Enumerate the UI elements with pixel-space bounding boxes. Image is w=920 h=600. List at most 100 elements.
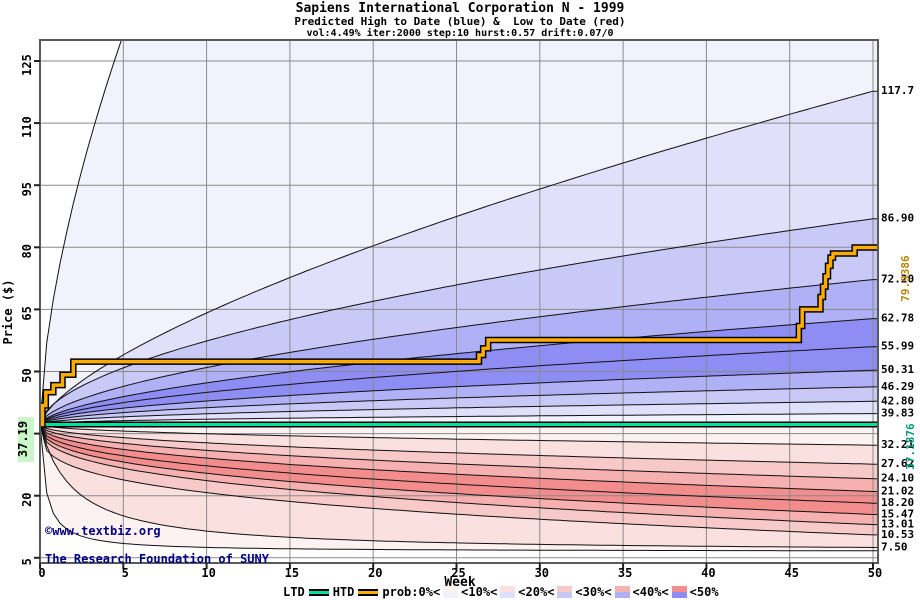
probability-band	[40, 318, 877, 425]
percentile-line	[40, 424, 877, 536]
swatch-high-color	[500, 592, 516, 598]
legend-prob-label: prob:0%<	[382, 585, 441, 599]
swatch-high-color	[557, 592, 573, 598]
legend: LTD HTD prob:0%< <10%< <20%< <30%< <40%< <50%	[281, 585, 721, 599]
y-axis-tick-label: 125	[20, 54, 34, 76]
swatch-low-color	[500, 586, 516, 592]
percentile-end-label: 32.21	[881, 438, 914, 451]
percentile-lines	[40, 40, 877, 552]
percentile-end-label: 46.29	[881, 380, 914, 393]
start-price-label-bg	[18, 417, 34, 462]
probability-band	[40, 40, 877, 425]
legend-prob-swatch	[557, 586, 573, 598]
percentile-line	[40, 90, 877, 425]
legend-htd-label: HTD	[332, 585, 355, 599]
percentile-end-label: 15.47	[881, 507, 914, 520]
x-axis-tick-label: 50	[868, 566, 882, 580]
x-axis-tick-label: 25	[451, 566, 465, 580]
percentile-end-label: 72.20	[881, 273, 914, 286]
y-axis-tick-label: 80	[20, 244, 34, 258]
percentile-line	[40, 424, 877, 492]
y-axis-tick-label: 5	[20, 558, 34, 565]
swatch-high-color	[671, 592, 687, 598]
start-price-label: 37.19	[16, 421, 30, 457]
legend-prob-label: <30%<	[575, 585, 612, 599]
legend-htd-sample	[358, 588, 379, 596]
x-axis-tick-label: 45	[784, 566, 798, 580]
percentile-line	[40, 424, 877, 446]
probability-band	[40, 401, 877, 425]
probability-band	[40, 386, 877, 425]
percentile-line	[40, 386, 877, 425]
swatch-low-color	[443, 586, 459, 592]
probability-band	[40, 424, 877, 492]
y-axis-tick-label: 65	[20, 306, 34, 320]
ltd-value-label: 37.1876	[904, 423, 917, 470]
percentile-line	[40, 279, 877, 425]
x-axis-tick-label: 10	[201, 566, 215, 580]
x-axis-tick-label: 15	[285, 566, 299, 580]
probability-band	[40, 424, 877, 465]
percentile-end-label: 10.53	[881, 528, 914, 541]
htd-line-core	[40, 245, 877, 427]
percentile-end-label: 42.80	[881, 394, 914, 407]
percentile-line	[40, 424, 877, 526]
probability-band	[40, 424, 877, 535]
probability-band	[40, 346, 877, 425]
copyright-org: The Research Foundation of SUNY	[45, 552, 269, 566]
percentile-end-label: 24.10	[881, 472, 914, 485]
swatch-high-color	[443, 592, 459, 598]
x-axis-tick-label: 40	[701, 566, 715, 580]
swatch-low-color	[614, 586, 630, 592]
y-axis-tick-label: 95	[20, 182, 34, 196]
chart-title: Sapiens International Corporation N - 19…	[295, 1, 625, 16]
x-axis-tick-label: 30	[535, 566, 549, 580]
probability-band	[40, 279, 877, 425]
legend-ltd-label: LTD	[283, 585, 305, 599]
percentile-end-label: 55.99	[881, 340, 914, 353]
percentile-line	[40, 218, 877, 425]
probability-band	[40, 424, 877, 515]
probability-band	[40, 424, 877, 446]
copyright-block: ©www.textbiz.org The Research Foundation…	[45, 524, 269, 566]
percentile-end-label: 50.31	[881, 363, 914, 376]
legend-ltd-sample	[308, 588, 329, 596]
percentile-end-label: 86.90	[881, 212, 914, 225]
percentile-line	[40, 424, 877, 552]
legend-prob-swatch	[500, 586, 516, 598]
percentile-end-label: 13.01	[881, 518, 914, 531]
y-axis-title: Price ($)	[1, 279, 15, 344]
percentile-line	[40, 424, 877, 465]
x-axis-tick-label: 5	[122, 566, 129, 580]
percentile-line	[40, 424, 877, 548]
percentile-end-label: 21.02	[881, 484, 914, 497]
percentile-line	[40, 318, 877, 425]
probability-band	[40, 424, 877, 548]
probability-band	[40, 91, 877, 425]
percentile-line	[40, 369, 877, 425]
x-axis-tick-label: 20	[368, 566, 382, 580]
percentile-line	[40, 400, 877, 425]
swatch-high-color	[614, 592, 630, 598]
legend-prob-swatch	[614, 586, 630, 598]
y-axis-tick-label: 110	[20, 116, 34, 138]
legend-prob-label: <50%	[689, 585, 719, 599]
percentile-end-label: 7.50	[881, 540, 908, 553]
chart-parameters: vol:4.49% iter:2000 step:10 hurst:0.57 d…	[306, 28, 614, 39]
axis-ticks	[34, 60, 874, 569]
y-axis-tick-label: 20	[20, 492, 34, 506]
probability-band	[40, 218, 877, 425]
probability-band	[40, 424, 877, 525]
htd-line	[40, 244, 877, 428]
swatch-low-color	[557, 586, 573, 592]
swatch-low-color	[671, 586, 687, 592]
percentile-end-label: 27.62	[881, 457, 914, 470]
percentile-line	[40, 413, 877, 425]
percentile-line	[40, 424, 877, 504]
legend-prob-swatch	[671, 586, 687, 598]
y-axis-tick-label: 50	[20, 368, 34, 382]
legend-prob-label: <40%<	[632, 585, 669, 599]
probability-band	[40, 424, 877, 479]
chart-subtitle: Predicted High to Date (blue) & Low to D…	[294, 15, 626, 28]
